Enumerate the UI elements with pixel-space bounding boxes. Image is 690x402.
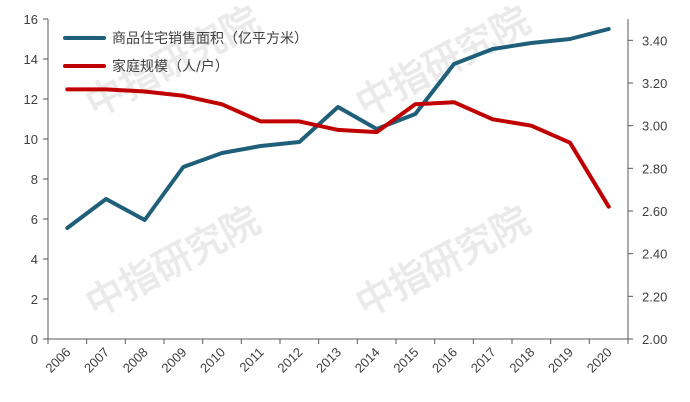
series-line-sales-area: [65, 27, 611, 230]
y-left-tick-label: 2: [31, 292, 38, 307]
y-right-tick-label: 3.20: [642, 76, 667, 91]
x-tick-label: 2012: [274, 345, 305, 376]
legend-label: 家庭规模（人/户）: [112, 58, 229, 75]
legend: 商品住宅销售面积（亿平方米） 家庭规模（人/户）: [63, 31, 308, 75]
series-lines: [65, 27, 611, 230]
y-right-tick-label: 2.80: [642, 161, 667, 176]
x-tick-label: 2017: [468, 345, 499, 376]
y-left-tick-label: 16: [24, 12, 38, 27]
x-tick-label: 2018: [506, 345, 537, 376]
y-left-tick-label: 8: [31, 172, 38, 187]
y-left-tick-label: 4: [31, 252, 38, 267]
y-right-tick-label: 3.40: [642, 33, 667, 48]
y-left-tick-label: 10: [24, 132, 38, 147]
y-left-tick-label: 12: [24, 92, 38, 107]
y-right-tick-label: 3.00: [642, 119, 667, 134]
x-tick-label: 2010: [197, 345, 228, 376]
x-tick-label: 2007: [81, 345, 112, 376]
x-tick-label: 2015: [390, 345, 421, 376]
y-left-tick-label: 14: [24, 52, 38, 67]
x-tick-label: 2019: [545, 345, 576, 376]
x-tick-label: 2008: [120, 345, 151, 376]
x-tick-label: 2014: [352, 345, 383, 376]
y-right-tick-label: 2.60: [642, 204, 667, 219]
watermark-text: 中指研究院: [349, 198, 537, 326]
watermark-text: 中指研究院: [349, 0, 537, 126]
y-left-tick-label: 6: [31, 212, 38, 227]
y-right-tick-label: 2.40: [642, 247, 667, 262]
watermark-text: 中指研究院: [79, 198, 267, 326]
legend-label: 商品住宅销售面积（亿平方米）: [112, 31, 308, 47]
y-right-tick-label: 2.00: [642, 332, 667, 347]
x-tick-label: 2011: [236, 345, 266, 375]
series-line-household-size: [65, 87, 611, 209]
axes: 0 2 4 6 8 10 12 14 16 2.00 2.20 2.40 2.60 2.80 3.00 3.2…: [24, 12, 668, 376]
x-tick-label: 2009: [158, 345, 189, 376]
x-tick-label: 2020: [584, 345, 615, 376]
y-left-tick-label: 0: [31, 332, 38, 347]
x-tick-label: 2013: [313, 345, 344, 376]
x-tick-label: 2016: [429, 345, 460, 376]
y-right-tick-label: 2.20: [642, 289, 667, 304]
x-tick-label: 2006: [42, 345, 73, 376]
